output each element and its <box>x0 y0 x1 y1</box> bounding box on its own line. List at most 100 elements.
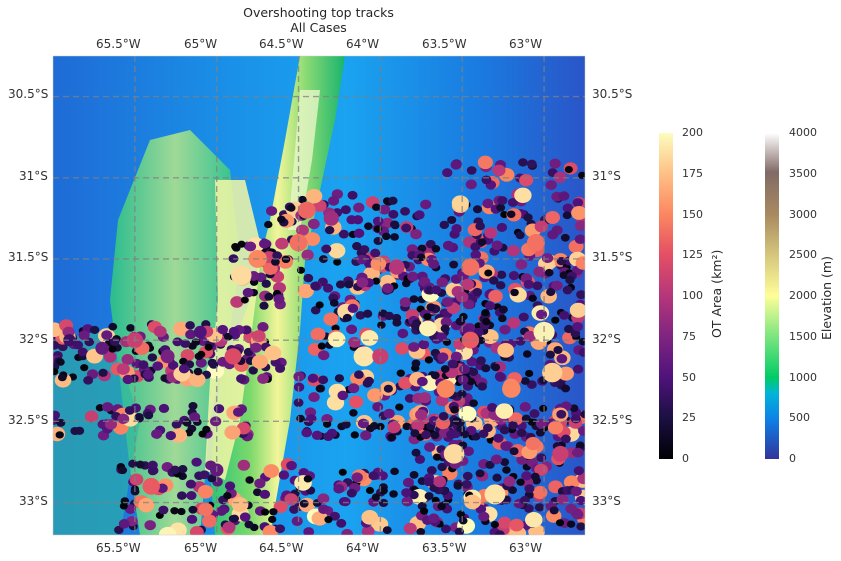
ot-colorbar-tick: 0 <box>682 452 689 465</box>
ot-track-point <box>315 301 324 309</box>
ot-track-point <box>70 426 80 436</box>
ot-track-point <box>436 277 448 288</box>
ot-track-point <box>441 296 454 307</box>
ot-track-point <box>372 277 381 285</box>
ot-track-point <box>198 430 207 438</box>
ot-track-point <box>468 367 479 377</box>
ot-track-point <box>356 277 369 288</box>
ot-track-point <box>437 352 449 363</box>
ot-track-point <box>370 248 381 258</box>
ot-track-point <box>83 376 94 385</box>
ot-track-point <box>428 513 440 524</box>
ot-track-point <box>342 313 352 322</box>
ot-track-point <box>466 166 477 175</box>
ot-track-point <box>317 342 326 350</box>
ot-track-point <box>426 466 437 475</box>
ot-track-point <box>191 338 201 346</box>
ot-track-point <box>456 510 465 518</box>
ot-track-point <box>165 430 177 441</box>
ot-track-point <box>461 331 480 349</box>
lat-label-right: 32°S <box>592 332 621 346</box>
ot-track-point <box>53 368 59 376</box>
ot-track-point <box>564 324 574 334</box>
ot-track-point <box>89 325 100 334</box>
ot-track-point <box>494 371 506 382</box>
ot-track-point <box>182 418 192 427</box>
ot-track-point <box>350 431 359 439</box>
ot-track-point <box>185 321 195 330</box>
ot-track-point <box>574 220 585 232</box>
ot-track-point <box>443 443 465 464</box>
ot-track-point <box>199 470 210 480</box>
ot-track-point <box>478 511 490 522</box>
ot-track-point <box>193 325 207 339</box>
ot-track-point <box>382 526 392 535</box>
ot-track-point <box>372 402 384 412</box>
ot-track-point <box>242 287 254 298</box>
ot-track-point <box>367 388 383 403</box>
ot-track-point <box>361 525 375 535</box>
lon-label-top: 65°W <box>184 37 218 51</box>
elevation-colorbar <box>765 133 779 459</box>
ot-track-point <box>440 524 451 534</box>
ot-track-point <box>497 196 508 205</box>
ot-track-point <box>317 493 330 504</box>
lat-label-right: 30.5°S <box>592 87 633 101</box>
ot-colorbar-tick: 175 <box>682 166 703 180</box>
ot-track-point <box>244 520 254 529</box>
ot-track-point <box>508 271 520 281</box>
ot-track-point <box>529 409 540 418</box>
lowland-west <box>53 330 140 535</box>
ot-track-point <box>236 374 247 384</box>
ot-track-point <box>299 499 309 508</box>
ot-track-point <box>347 303 359 314</box>
ot-track-point <box>197 350 206 358</box>
lon-label-bottom: 64.5°W <box>259 541 304 555</box>
ot-track-point <box>516 428 527 438</box>
ot-track-point <box>482 198 494 209</box>
ot-track-point <box>383 408 395 419</box>
elevation-colorbar-tick: 1000 <box>789 370 817 384</box>
ot-track-point <box>476 356 486 365</box>
ot-track-point <box>533 266 546 277</box>
elevation-colorbar-tick: 2000 <box>789 289 817 302</box>
ot-track-point <box>561 384 571 393</box>
ot-track-point <box>572 322 583 332</box>
lat-label-right: 32.5°S <box>592 413 633 427</box>
lat-label-left: 33°S <box>19 494 48 508</box>
ot-track-point <box>508 421 518 430</box>
ot-track-point <box>223 492 232 500</box>
ot-track-point <box>490 521 499 529</box>
ot-track-point <box>177 507 186 516</box>
ot-track-point <box>492 473 502 482</box>
ot-track-point <box>518 312 529 322</box>
ot-track-point <box>336 518 347 528</box>
ot-track-point <box>348 336 361 348</box>
ot-track-point <box>121 354 134 365</box>
ot-track-point <box>301 249 314 261</box>
ot-track-point <box>571 205 585 220</box>
ot-track-point <box>484 301 496 311</box>
ot-track-point <box>318 375 329 385</box>
ot-track-point <box>207 474 217 483</box>
ot-track-point <box>515 336 526 346</box>
ot-track-point <box>186 514 198 524</box>
ot-track-point <box>418 392 432 404</box>
ot-track-point <box>230 265 252 286</box>
ot-track-point <box>421 430 431 440</box>
ot-track-point <box>382 232 391 241</box>
ot-track-point <box>514 187 532 203</box>
ot-track-point <box>493 433 504 443</box>
ot-track-point <box>346 215 357 225</box>
ot-track-point <box>417 244 427 253</box>
ot-track-point <box>340 205 351 215</box>
ot-track-point <box>327 331 346 348</box>
ot-track-point <box>251 354 269 369</box>
lat-label-right: 31°S <box>592 169 621 183</box>
ot-track-point <box>574 234 585 245</box>
ot-track-point <box>259 489 271 499</box>
ot-track-point <box>178 364 190 374</box>
ot-track-point <box>261 508 270 516</box>
ot-track-point <box>401 223 412 233</box>
ot-track-point <box>346 324 358 335</box>
